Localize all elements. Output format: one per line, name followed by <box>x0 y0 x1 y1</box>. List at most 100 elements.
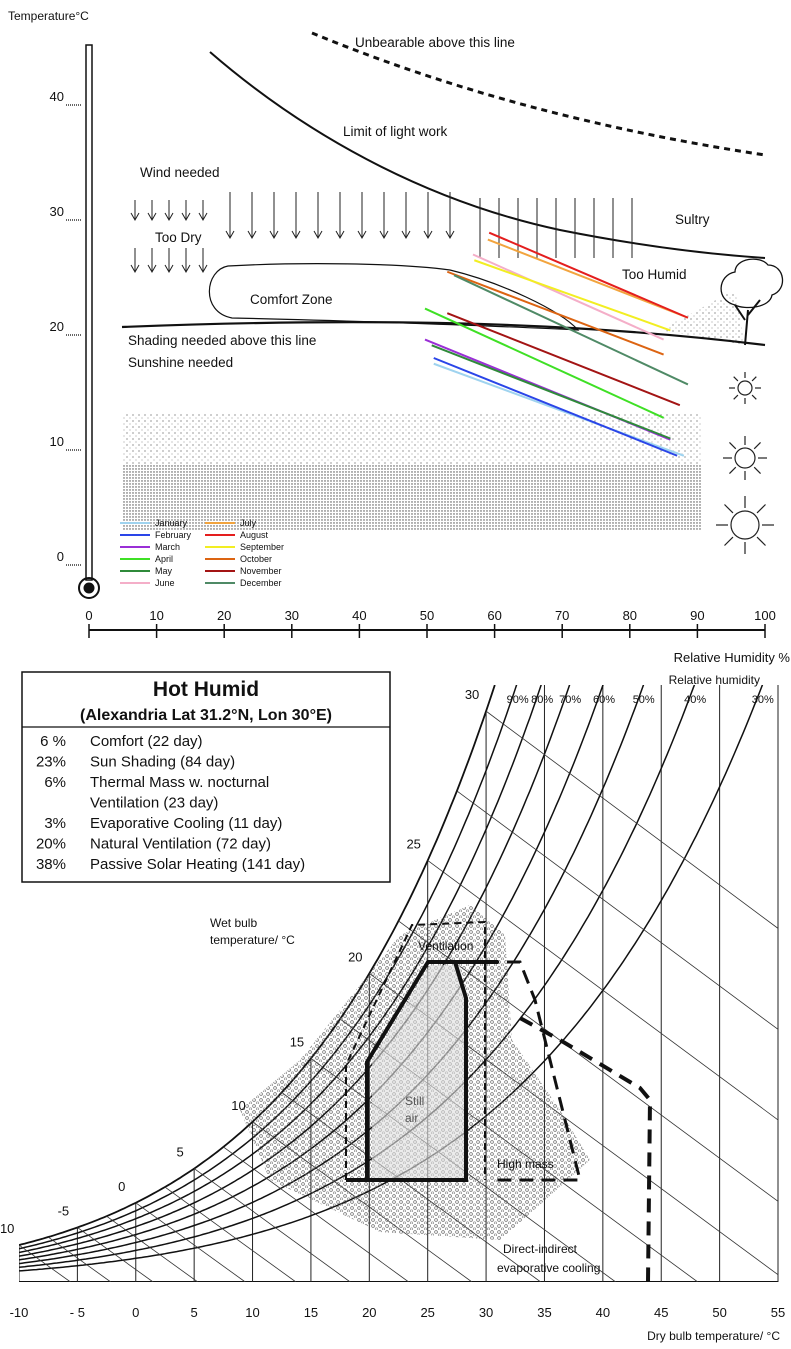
wet-bulb-line <box>19 1244 71 1282</box>
wet-bulb-label: -5 <box>58 1203 70 1218</box>
rh-title: Relative humidity <box>669 673 760 687</box>
arrow <box>164 200 174 222</box>
wet-bulb-label: 30 <box>465 687 479 702</box>
wet-bulb-minor <box>47 1236 112 1282</box>
arrow <box>198 248 208 274</box>
zone-label: Still <box>405 1094 424 1108</box>
legend-label: November <box>240 566 282 576</box>
sun-ray <box>733 376 739 382</box>
x-tick-label: 10 <box>149 608 163 623</box>
legend-label: September <box>240 542 284 552</box>
sun <box>730 510 760 540</box>
x-tick-label: 70 <box>555 608 569 623</box>
arrow <box>225 192 235 240</box>
sun-ray <box>724 536 734 546</box>
arrow <box>164 248 174 274</box>
y-tick-label: 20 <box>50 319 64 334</box>
legend-label: April <box>155 554 173 564</box>
annotation: Too Dry <box>155 230 202 245</box>
legend-label: March <box>155 542 180 552</box>
y-tick-label: 40 <box>50 89 64 104</box>
month-line <box>446 312 681 407</box>
arrow <box>181 200 191 222</box>
sun-ray <box>756 504 766 514</box>
annotation: Limit of light work <box>343 124 448 139</box>
rh-label: 30% <box>752 694 774 706</box>
arrow <box>147 200 157 222</box>
legend-label: December <box>240 578 282 588</box>
arrow <box>181 248 191 274</box>
zone-label: Direct-indirect <box>503 1242 578 1256</box>
wet-bulb-label: -10 <box>0 1221 14 1236</box>
arrow <box>401 192 411 240</box>
wet-bulb-line <box>427 860 779 1121</box>
arrow <box>379 192 389 240</box>
month-line <box>433 362 685 457</box>
rh-label: 80% <box>531 694 553 706</box>
x-tick-label: -10 <box>10 1305 29 1320</box>
row-text: Thermal Mass w. nocturnal <box>90 774 269 791</box>
month-line <box>488 231 689 319</box>
arrow <box>130 200 140 222</box>
sun-ray <box>751 394 757 400</box>
zone-label: High mass <box>497 1157 554 1171</box>
annotation: Sultry <box>675 212 710 227</box>
month-line <box>431 344 671 440</box>
psy-overlays <box>240 905 653 1283</box>
month-line <box>453 274 689 386</box>
x-axis-title: Dry bulb temperature/ °C <box>647 1329 780 1343</box>
arrow <box>291 192 301 240</box>
row-text: Passive Solar Heating (141 day) <box>90 856 305 873</box>
arrow <box>147 248 157 274</box>
legend-box: Hot Humid (Alexandria Lat 31.2°N, Lon 30… <box>21 671 391 883</box>
sun-ray <box>756 536 766 546</box>
wet-bulb-label: 0 <box>118 1179 125 1194</box>
month-line <box>487 238 689 319</box>
sun-ray <box>753 442 761 450</box>
arrow <box>198 200 208 222</box>
y-axis-title: Temperature°C <box>8 9 89 23</box>
arrow <box>130 248 140 274</box>
x-tick-label: 0 <box>85 608 92 623</box>
legend-label: June <box>155 578 175 588</box>
rh-label: 60% <box>593 694 615 706</box>
x-tick-label: 90 <box>690 608 704 623</box>
row-text: Natural Ventilation (72 day) <box>90 836 271 853</box>
annotation: Sunshine needed <box>128 355 233 370</box>
y-tick-label: 10 <box>50 434 64 449</box>
box-subtitle: (Alexandria Lat 31.2°N, Lon 30°E) <box>80 707 332 724</box>
sun <box>734 447 756 469</box>
x-tick-label: 50 <box>712 1305 726 1320</box>
arrow <box>247 192 257 240</box>
y-tick-label: 0 <box>57 549 64 564</box>
legend-label: July <box>240 518 257 528</box>
wind-arrows <box>130 192 633 274</box>
x-axis-title: Relative Humidity % <box>674 650 791 665</box>
month-line <box>446 270 664 356</box>
wet-bulb-label: 20 <box>348 949 362 964</box>
x-tick-label: 40 <box>352 608 366 623</box>
wet-bulb-minor <box>456 790 779 1030</box>
x-tick-label: 60 <box>487 608 501 623</box>
wet-bulb-line <box>193 1168 351 1282</box>
sun-ray <box>751 376 757 382</box>
month-line <box>472 253 665 341</box>
sun-ray <box>733 394 739 400</box>
rh-label: 90% <box>507 694 529 706</box>
wet-bulb-label: 15 <box>290 1034 304 1049</box>
arrow <box>269 192 279 240</box>
annotation: Comfort Zone <box>250 292 333 307</box>
arrow <box>357 192 367 240</box>
sun-ray <box>729 466 737 474</box>
legend-label: May <box>155 566 173 576</box>
row-percent: 3% <box>44 815 66 832</box>
row-percent: 6% <box>44 774 66 791</box>
x-tick-label: 40 <box>596 1305 610 1320</box>
wet-bulb-label: 10 <box>231 1098 245 1113</box>
rh-label: 50% <box>633 694 655 706</box>
month-line <box>473 259 671 332</box>
legend-label: February <box>155 530 192 540</box>
annotation: Too Humid <box>622 267 687 282</box>
x-tick-label: 50 <box>420 608 434 623</box>
